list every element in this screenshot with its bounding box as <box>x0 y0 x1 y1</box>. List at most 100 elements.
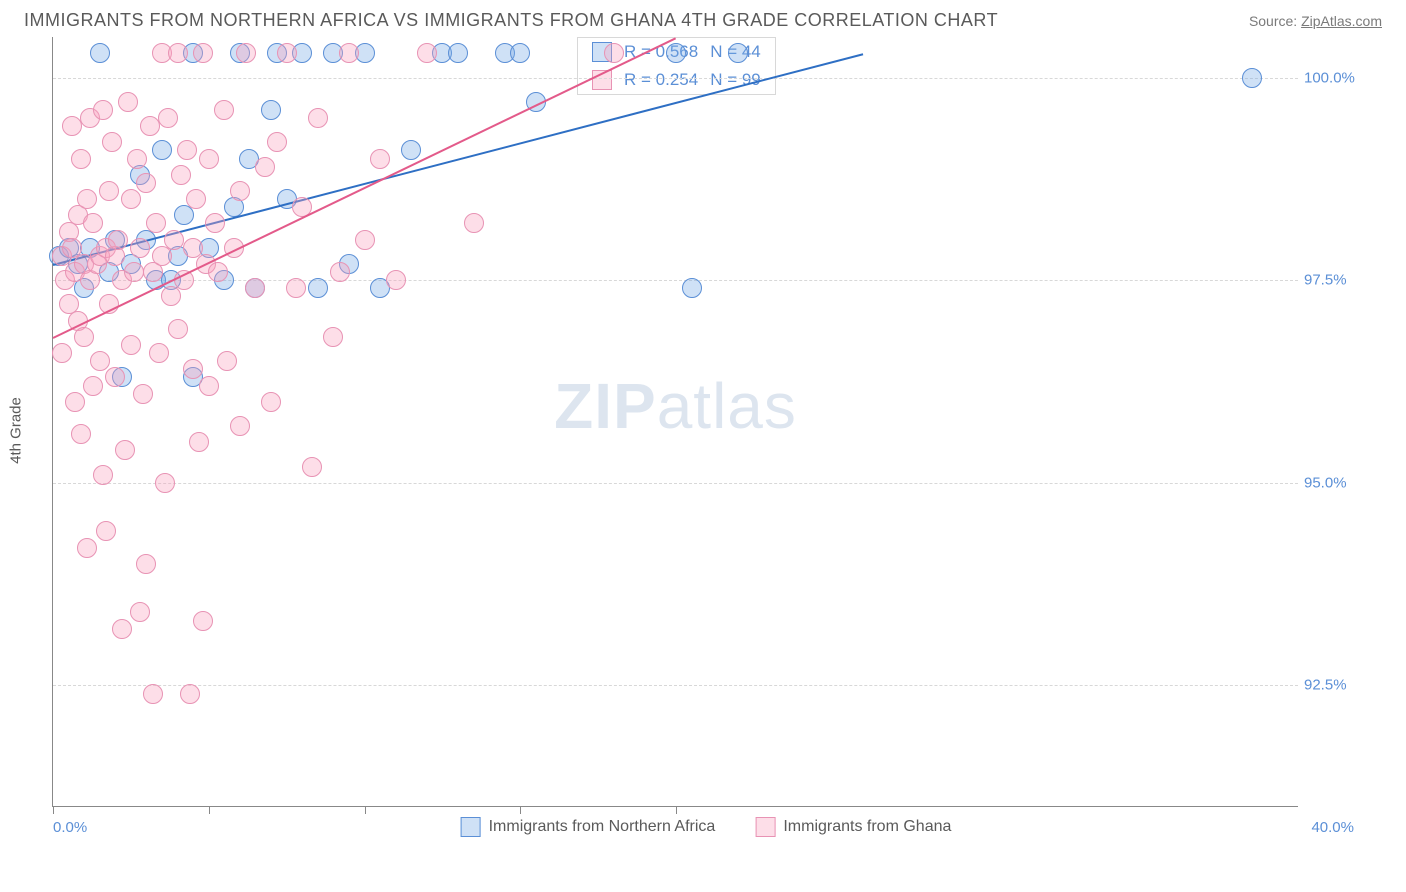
scatter-point <box>214 100 234 120</box>
legend-swatch <box>755 817 775 837</box>
scatter-point <box>90 43 110 63</box>
x-max-label: 40.0% <box>1311 819 1354 836</box>
scatter-point <box>355 230 375 250</box>
scatter-point <box>308 108 328 128</box>
scatter-point <box>99 181 119 201</box>
x-min-label: 0.0% <box>53 819 87 836</box>
plot-region: ZIPatlas R = 0.568N = 44R = 0.254N = 99 … <box>52 37 1298 807</box>
scatter-point <box>193 611 213 631</box>
scatter-point <box>62 116 82 136</box>
watermark-text: ZIPatlas <box>554 369 797 443</box>
source-link[interactable]: ZipAtlas.com <box>1301 13 1382 29</box>
scatter-point <box>180 684 200 704</box>
y-tick-label: 100.0% <box>1304 69 1355 86</box>
series-legend: Immigrants from Northern Africa Immigrant… <box>461 817 952 837</box>
scatter-point <box>121 335 141 355</box>
gridline-h <box>53 685 1298 686</box>
scatter-point <box>161 286 181 306</box>
scatter-point <box>152 246 172 266</box>
scatter-point <box>1242 68 1262 88</box>
scatter-point <box>186 189 206 209</box>
scatter-point <box>143 684 163 704</box>
scatter-point <box>205 213 225 233</box>
y-tick-label: 97.5% <box>1304 272 1347 289</box>
scatter-point <box>417 43 437 63</box>
scatter-point <box>105 367 125 387</box>
scatter-point <box>230 416 250 436</box>
chart-header: IMMIGRANTS FROM NORTHERN AFRICA VS IMMIG… <box>0 0 1406 37</box>
scatter-point <box>155 473 175 493</box>
scatter-point <box>339 43 359 63</box>
scatter-point <box>115 440 135 460</box>
scatter-point <box>171 165 191 185</box>
scatter-point <box>140 116 160 136</box>
scatter-point <box>208 262 228 282</box>
scatter-point <box>286 278 306 298</box>
scatter-point <box>323 327 343 347</box>
scatter-point <box>77 189 97 209</box>
scatter-point <box>164 230 184 250</box>
scatter-point <box>112 619 132 639</box>
scatter-point <box>146 213 166 233</box>
scatter-point <box>83 213 103 233</box>
scatter-point <box>666 43 686 63</box>
scatter-point <box>401 140 421 160</box>
scatter-point <box>261 392 281 412</box>
scatter-point <box>71 149 91 169</box>
chart-area: 4th Grade ZIPatlas R = 0.568N = 44R = 0.… <box>52 37 1360 807</box>
x-tick-mark <box>209 806 210 814</box>
x-tick-mark <box>520 806 521 814</box>
scatter-point <box>217 351 237 371</box>
scatter-point <box>199 376 219 396</box>
scatter-point <box>136 554 156 574</box>
scatter-point <box>230 181 250 201</box>
scatter-point <box>183 359 203 379</box>
scatter-point <box>728 43 748 63</box>
scatter-point <box>118 92 138 112</box>
scatter-point <box>133 384 153 404</box>
scatter-point <box>74 327 94 347</box>
scatter-point <box>71 424 91 444</box>
gridline-h <box>53 483 1298 484</box>
scatter-point <box>267 132 287 152</box>
scatter-point <box>121 189 141 209</box>
legend-label: Immigrants from Ghana <box>783 818 951 836</box>
scatter-point <box>130 602 150 622</box>
scatter-point <box>448 43 468 63</box>
gridline-h <box>53 280 1298 281</box>
scatter-point <box>102 132 122 152</box>
scatter-point <box>261 100 281 120</box>
chart-title: IMMIGRANTS FROM NORTHERN AFRICA VS IMMIG… <box>24 10 998 31</box>
x-tick-mark <box>676 806 677 814</box>
scatter-point <box>77 538 97 558</box>
scatter-point <box>65 392 85 412</box>
scatter-point <box>199 149 219 169</box>
y-tick-label: 92.5% <box>1304 677 1347 694</box>
scatter-point <box>158 108 178 128</box>
scatter-point <box>370 149 390 169</box>
legend-item: Immigrants from Ghana <box>755 817 951 837</box>
scatter-point <box>130 238 150 258</box>
scatter-point <box>177 140 197 160</box>
scatter-point <box>193 43 213 63</box>
scatter-point <box>386 270 406 290</box>
scatter-point <box>245 278 265 298</box>
scatter-point <box>255 157 275 177</box>
scatter-point <box>510 43 530 63</box>
gridline-h <box>53 78 1298 79</box>
legend-label: Immigrants from Northern Africa <box>489 818 716 836</box>
y-tick-label: 95.0% <box>1304 474 1347 491</box>
scatter-point <box>302 457 322 477</box>
stat-r: R = 0.254 <box>624 70 698 90</box>
scatter-point <box>93 100 113 120</box>
scatter-point <box>277 43 297 63</box>
source-attribution: Source: ZipAtlas.com <box>1249 13 1382 29</box>
scatter-point <box>330 262 350 282</box>
scatter-point <box>127 149 147 169</box>
source-prefix: Source: <box>1249 13 1301 29</box>
scatter-point <box>604 43 624 63</box>
scatter-point <box>168 319 188 339</box>
scatter-point <box>174 205 194 225</box>
scatter-point <box>124 262 144 282</box>
x-tick-mark <box>53 806 54 814</box>
